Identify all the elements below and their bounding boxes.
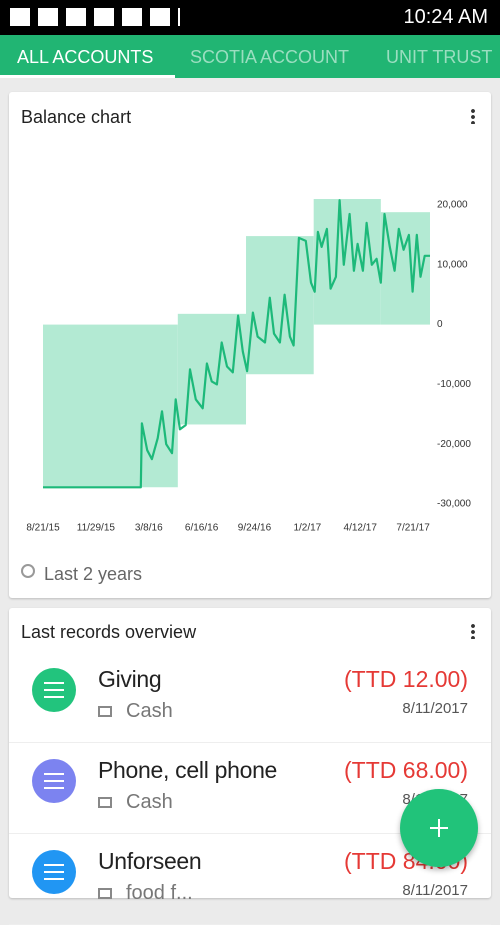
plus (438, 819, 440, 837)
y-tick-label: 10,000 (437, 259, 468, 270)
category-icon (32, 668, 76, 712)
x-tick-label: 7/21/17 (396, 523, 430, 534)
x-tick-label: 1/2/17 (293, 523, 321, 534)
record-date: 8/11/2017 (402, 882, 468, 899)
record-account: Cash (126, 700, 173, 722)
period-label[interactable]: Last 2 years (44, 564, 143, 584)
record-title: Phone, cell phone (98, 757, 278, 783)
records-card: Last records overview Giving Cash (TTD 12.… (9, 608, 491, 925)
x-tick-label: 4/12/17 (344, 523, 378, 534)
clock: 10:24 AM (403, 6, 488, 28)
tab[interactable]: ALL ACCOUNTS (17, 47, 154, 67)
record[interactable]: Giving Cash (TTD 12.00) 8/11/2017 (9, 652, 491, 743)
card-title: Last records overview (21, 622, 197, 642)
y-tick-label: -30,000 (437, 499, 471, 510)
y-tick-label: 0 (437, 319, 443, 330)
balance-line (43, 199, 430, 489)
menu[interactable] (471, 108, 475, 124)
category-icon (32, 850, 76, 894)
tab[interactable]: UNIT TRUST (386, 47, 493, 67)
icon-line (44, 864, 64, 866)
y-tick-label: 20,000 (437, 200, 468, 211)
tab-bar: ALL ACCOUNTS SCOTIA ACCOUNT UNIT TRUST (0, 35, 500, 78)
x-tick-label: 6/16/16 (185, 523, 219, 534)
add-button[interactable] (400, 789, 478, 867)
icon-line (44, 780, 64, 782)
range-box (313, 199, 381, 325)
category-icon (32, 759, 76, 803)
record-amount: (TTD 68.00) (344, 757, 468, 783)
status-bar: 10:24 AM (0, 0, 500, 35)
range-box (43, 324, 178, 488)
account-icon (98, 888, 112, 899)
icon-line (44, 773, 64, 775)
icon-line (44, 682, 64, 684)
record-account: Cash (126, 791, 173, 813)
record-title: Unforseen (98, 848, 202, 874)
icon-line (44, 787, 64, 789)
range-box (246, 236, 314, 375)
x-tick-label: 9/24/16 (238, 523, 272, 534)
tab-indicator (0, 75, 175, 78)
icon-line (44, 878, 64, 880)
icon-line (44, 871, 64, 873)
notification-icons (10, 8, 180, 26)
icon-line (44, 689, 64, 691)
x-tick-label: 3/8/16 (135, 523, 163, 534)
x-tick-label: 11/29/15 (77, 523, 116, 534)
record-title: Giving (98, 666, 162, 692)
y-tick-label: -20,000 (437, 439, 471, 450)
x-tick-label: 8/21/15 (26, 523, 60, 534)
record-amount: (TTD 12.00) (344, 666, 468, 692)
account-icon (98, 797, 112, 808)
chart: 20,000 10,000 0 -10,000 -20,000 -30,000 8/21/1… (26, 199, 471, 534)
record-account: food f... (126, 882, 193, 904)
page: 10:24 AM ALL ACCOUNTS SCOTIA ACCOUNT UNI… (0, 0, 500, 904)
card-title: Balance chart (21, 107, 132, 127)
tab[interactable]: SCOTIA ACCOUNT (190, 47, 350, 67)
period-icon (21, 564, 35, 578)
menu[interactable] (471, 623, 475, 639)
icon-line (44, 696, 64, 698)
record-date: 8/11/2017 (402, 700, 468, 717)
account-icon (98, 706, 112, 717)
y-tick-label: -10,000 (437, 379, 471, 390)
